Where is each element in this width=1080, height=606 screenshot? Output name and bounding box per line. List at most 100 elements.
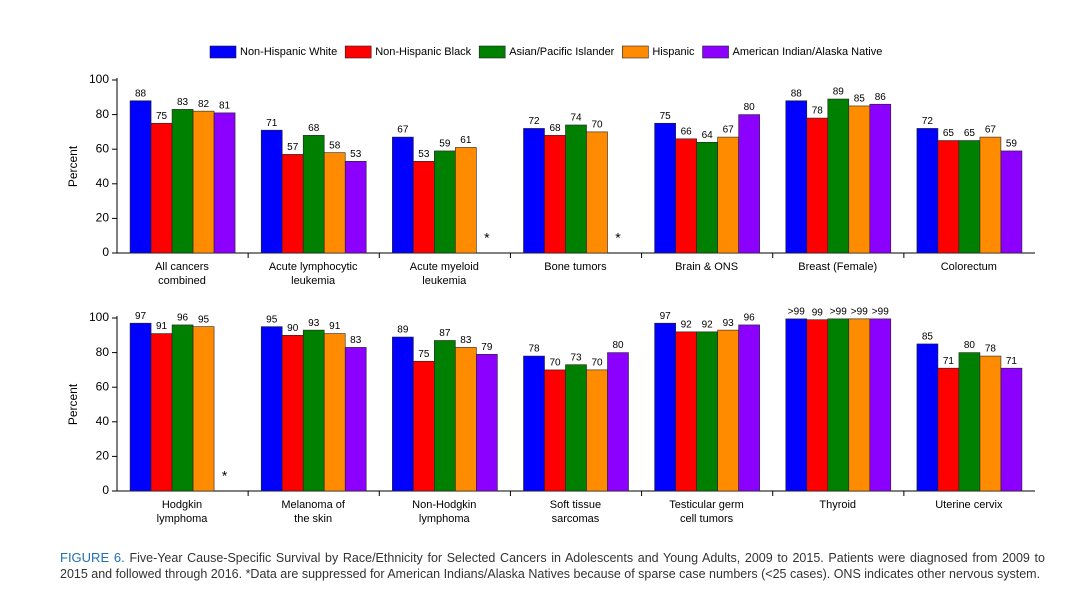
legend-swatch <box>702 45 729 59</box>
bar <box>848 105 871 254</box>
y-tick-label: 40 <box>96 176 110 190</box>
bar <box>413 161 435 254</box>
value-label: 70 <box>591 120 603 131</box>
legend-swatch <box>478 45 506 59</box>
value-label: 67 <box>723 125 735 136</box>
bar <box>717 329 739 492</box>
value-label: 80 <box>612 340 624 351</box>
bar <box>260 129 283 254</box>
bar <box>455 347 477 492</box>
bar <box>565 124 587 254</box>
bar <box>192 326 215 492</box>
value-label: 91 <box>156 321 168 332</box>
bar <box>344 347 367 492</box>
legend-label: Non-Hispanic White <box>240 46 337 58</box>
bar <box>413 360 435 492</box>
bar <box>476 354 498 492</box>
y-tick-label: 0 <box>102 483 109 497</box>
bar <box>302 329 325 492</box>
bar <box>916 128 939 254</box>
value-label: 87 <box>439 328 451 339</box>
x-tick-label: Uterine cervix <box>935 499 1003 511</box>
bar <box>544 369 566 492</box>
y-tick-label: 80 <box>96 345 110 359</box>
value-label: 83 <box>460 335 472 346</box>
value-label: 67 <box>985 125 997 136</box>
bar <box>869 318 892 492</box>
value-label: 83 <box>177 97 189 108</box>
value-label: 68 <box>308 123 320 134</box>
bar <box>281 334 304 492</box>
bar <box>344 161 367 254</box>
value-label: 65 <box>964 128 976 139</box>
bar <box>827 318 850 492</box>
x-tick-label: Acute myeloid leukemia <box>409 261 479 287</box>
x-tick-label: Colorectum <box>940 261 997 273</box>
value-label: 53 <box>350 149 362 160</box>
bar <box>523 355 545 492</box>
legend-swatch <box>209 45 237 59</box>
bar <box>129 100 152 254</box>
value-label: 71 <box>1006 356 1018 367</box>
value-label: 85 <box>854 94 866 105</box>
value-label: 78 <box>985 344 997 355</box>
bar <box>654 122 676 254</box>
value-label: 82 <box>198 99 210 110</box>
value-label: 92 <box>702 319 714 330</box>
bar <box>785 100 808 254</box>
bar <box>323 333 346 492</box>
value-label: 78 <box>528 344 540 355</box>
legend-label: Non-Hispanic Black <box>375 46 471 58</box>
bar <box>171 324 194 492</box>
value-label: 88 <box>791 88 803 99</box>
bar <box>696 141 718 254</box>
bar <box>192 110 215 254</box>
value-label: 95 <box>198 314 210 325</box>
x-tick-label: Acute lymphocytic leukemia <box>268 261 358 287</box>
bar <box>1000 150 1023 254</box>
value-label: * <box>222 468 228 484</box>
bar <box>302 135 325 254</box>
bar <box>806 319 829 492</box>
value-label: 80 <box>964 340 976 351</box>
caption-text: Five-Year Cause-Specific Survival by Rac… <box>60 551 1045 581</box>
value-label: 99 <box>812 307 824 318</box>
bar <box>323 152 346 254</box>
bar <box>544 135 566 254</box>
bar <box>213 112 236 254</box>
value-label: 61 <box>460 135 472 146</box>
value-label: 75 <box>156 111 168 122</box>
bar <box>979 355 1002 492</box>
value-label: 96 <box>744 313 756 324</box>
x-tick-label: Thyroid <box>819 499 857 511</box>
x-tick-label: Non-Hodgkin lymphoma <box>412 499 477 525</box>
bar <box>785 318 808 492</box>
bar <box>281 154 304 254</box>
y-tick-label: 80 <box>96 107 110 121</box>
y-tick-label: 100 <box>89 310 109 324</box>
value-label: >99 <box>788 307 805 318</box>
value-label: 70 <box>591 358 603 369</box>
bar <box>958 352 981 492</box>
value-label: 74 <box>570 113 582 124</box>
value-label: 58 <box>329 140 341 151</box>
value-label: 65 <box>943 128 955 139</box>
value-label: 85 <box>922 332 934 343</box>
x-tick-label: Breast (Female) <box>798 261 878 273</box>
bar <box>675 138 697 254</box>
bar <box>738 114 760 254</box>
value-label: 71 <box>266 118 278 129</box>
value-label: 53 <box>418 149 430 160</box>
value-label: 81 <box>219 101 231 112</box>
legend-label: American Indian/Alaska Native <box>733 46 883 58</box>
x-tick-label: Bone tumors <box>544 261 607 273</box>
value-label: 66 <box>681 126 693 137</box>
caption: FIGURE 6. Five-Year Cause-Specific Survi… <box>60 550 1045 582</box>
y-axis-label: Percent <box>66 145 80 187</box>
bar <box>607 352 629 492</box>
value-label: 80 <box>744 102 756 113</box>
value-label: 64 <box>702 130 714 141</box>
value-label: 89 <box>833 87 845 98</box>
value-label: >99 <box>830 307 847 318</box>
